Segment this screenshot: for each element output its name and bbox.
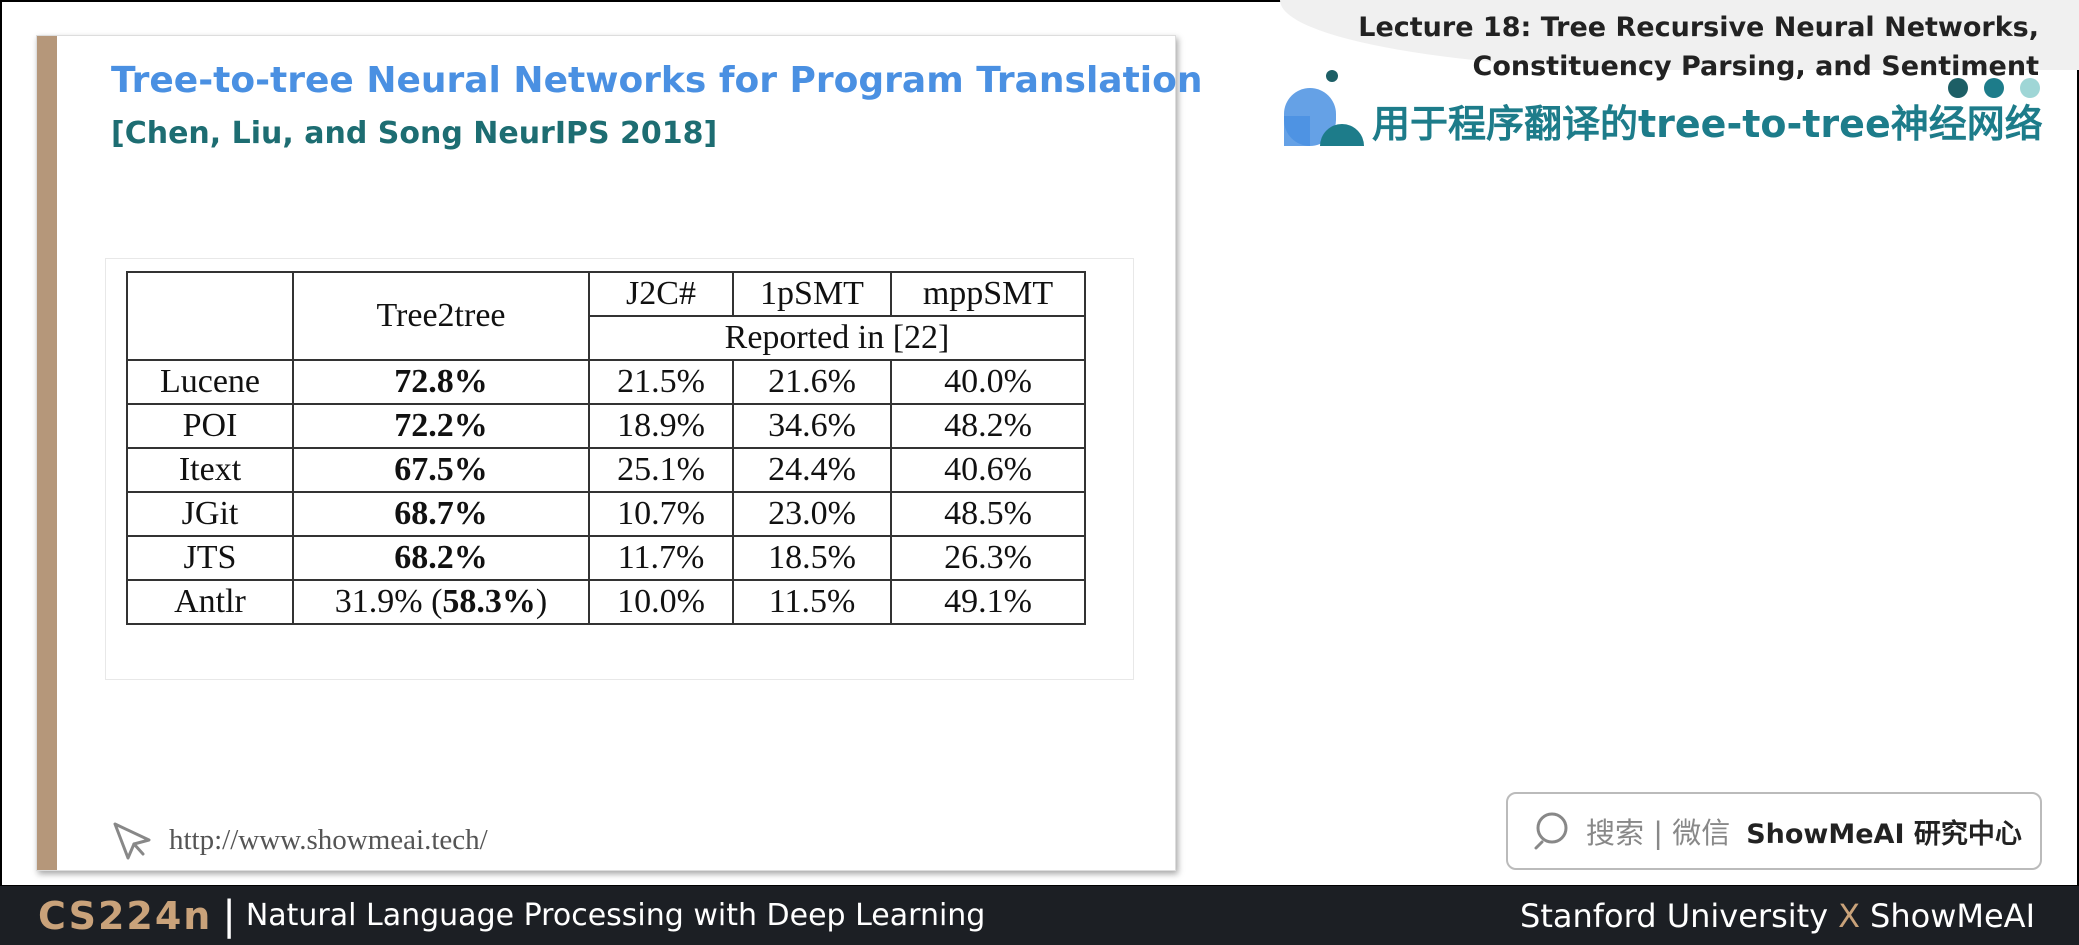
- header-mppsmt: mppSMT: [890, 271, 1086, 317]
- slide-title: Tree-to-tree Neural Networks for Program…: [111, 60, 1203, 101]
- footer-separator: |: [222, 892, 236, 939]
- row-name: Lucene: [126, 359, 294, 405]
- decor-circles-icon: [1284, 70, 1364, 146]
- table-row: POI 72.2% 18.9% 34.6% 48.2%: [126, 403, 1086, 449]
- row-tree2tree: 67.5%: [292, 447, 590, 493]
- footer-stanford: Stanford University: [1520, 896, 1829, 935]
- row-name: JTS: [126, 535, 294, 581]
- table-header-row: Tree2tree J2C# 1pSMT mppSMT: [126, 271, 1086, 361]
- row-1psmt: 34.6%: [732, 403, 892, 449]
- row-name: JGit: [126, 491, 294, 537]
- row-j2c: 18.9%: [588, 403, 734, 449]
- row-tree2tree: 68.7%: [292, 491, 590, 537]
- row-j2c: 10.0%: [588, 579, 734, 625]
- antlr-tree2tree-close: ): [535, 583, 548, 620]
- search-label: 搜索 | 微信: [1586, 816, 1731, 850]
- footer-bar: CS224n | Natural Language Processing wit…: [0, 886, 2079, 945]
- course-code: CS224n: [38, 893, 213, 938]
- row-1psmt: 18.5%: [732, 535, 892, 581]
- footer-credits: Stanford University X ShowMeAI: [1520, 886, 2035, 945]
- header-1psmt: 1pSMT: [732, 271, 892, 317]
- slide-citation: [Chen, Liu, and Song NeurIPS 2018]: [111, 116, 718, 151]
- row-1psmt: 21.6%: [732, 359, 892, 405]
- row-mppsmt: 26.3%: [890, 535, 1086, 581]
- search-brand: ShowMeAI 研究中心: [1746, 818, 2022, 850]
- url-row[interactable]: http://www.showmeai.tech/: [109, 818, 488, 862]
- footer-showmeai: ShowMeAI: [1870, 896, 2035, 935]
- lecture-title-line2: Constituency Parsing, and Sentiment: [1472, 51, 2040, 82]
- chinese-title: 用于程序翻译的tree-to-tree神经网络: [1372, 102, 2043, 146]
- lecture-title: Lecture 18: Tree Recursive Neural Networ…: [1358, 8, 2039, 86]
- table-corner-cell: [126, 271, 294, 361]
- row-mppsmt: 48.2%: [890, 403, 1086, 449]
- row-j2c: 11.7%: [588, 535, 734, 581]
- showmeai-url-link[interactable]: http://www.showmeai.tech/: [169, 823, 488, 856]
- row-tree2tree: 31.9% (58.3%): [292, 579, 590, 625]
- header-tree2tree: Tree2tree: [292, 271, 590, 361]
- header-reported: Reported in [22]: [588, 315, 1086, 361]
- row-j2c: 21.5%: [588, 359, 734, 405]
- search-box[interactable]: 搜索 | 微信 ShowMeAI 研究中心: [1506, 792, 2042, 870]
- row-mppsmt: 49.1%: [890, 579, 1086, 625]
- row-1psmt: 23.0%: [732, 491, 892, 537]
- course-name: Natural Language Processing with Deep Le…: [245, 898, 986, 933]
- cursor-arrow-icon: [113, 822, 151, 860]
- antlr-tree2tree-bold: 58.3%: [442, 583, 536, 620]
- decor-dots-icon: [1948, 78, 2040, 98]
- row-name: Antlr: [126, 579, 294, 625]
- row-mppsmt: 40.6%: [890, 447, 1086, 493]
- row-name: POI: [126, 403, 294, 449]
- slide-panel: Tree-to-tree Neural Networks for Program…: [36, 35, 1203, 871]
- slide-accent-bar: [37, 36, 57, 870]
- row-j2c: 10.7%: [588, 491, 734, 537]
- table-subheader-row: Reported in [22]: [127, 315, 1086, 361]
- search-icon: [1534, 812, 1568, 850]
- results-table: Tree2tree J2C# 1pSMT mppSMT Reported in …: [126, 271, 1086, 625]
- row-mppsmt: 40.0%: [890, 359, 1086, 405]
- header-j2c: J2C#: [588, 271, 734, 317]
- row-1psmt: 11.5%: [732, 579, 892, 625]
- row-name: Itext: [126, 447, 294, 493]
- row-tree2tree: 72.2%: [292, 403, 590, 449]
- row-mppsmt: 48.5%: [890, 491, 1086, 537]
- row-tree2tree: 72.8%: [292, 359, 590, 405]
- row-1psmt: 24.4%: [732, 447, 892, 493]
- table-row: JGit 68.7% 10.7% 23.0% 48.5%: [126, 491, 1086, 537]
- antlr-tree2tree-plain: 31.9% (: [334, 583, 443, 620]
- footer-x: X: [1838, 896, 1861, 935]
- table-row: Lucene 72.8% 21.5% 21.6% 40.0%: [126, 359, 1086, 405]
- row-tree2tree: 68.2%: [292, 535, 590, 581]
- table-row: Antlr 31.9% (58.3%) 10.0% 11.5% 49.1%: [126, 579, 1086, 625]
- lecture-title-line1: Lecture 18: Tree Recursive Neural Networ…: [1358, 12, 2039, 43]
- row-j2c: 25.1%: [588, 447, 734, 493]
- table-row: JTS 68.2% 11.7% 18.5% 26.3%: [126, 535, 1086, 581]
- results-table-image: Tree2tree J2C# 1pSMT mppSMT Reported in …: [105, 258, 1134, 680]
- table-row: Itext 67.5% 25.1% 24.4% 40.6%: [126, 447, 1086, 493]
